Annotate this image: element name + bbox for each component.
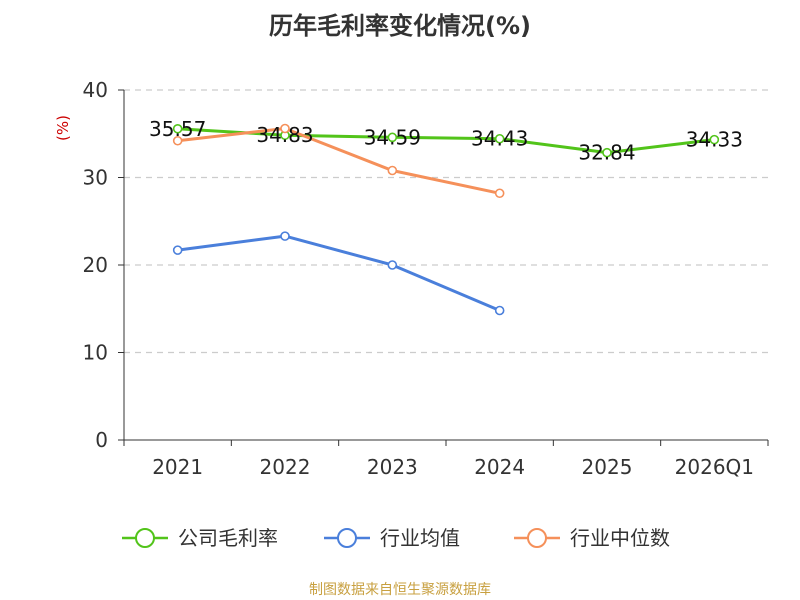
data-labels: 35.57 34.83 34.59 34.43 32.84 34.33: [149, 117, 743, 165]
data-label: 34.83: [256, 123, 313, 147]
legend-marker: [337, 528, 357, 548]
axes: [118, 89, 769, 446]
x-tick-labels: 2021 2022 2023 2024 2025 2026Q1: [152, 455, 754, 479]
y-tick-label: 10: [83, 341, 108, 365]
y-tick-label: 40: [83, 78, 108, 102]
x-tick-label: 2023: [367, 455, 418, 479]
y-tick-label: 0: [95, 428, 108, 452]
data-point: [387, 165, 398, 176]
data-point: [602, 147, 612, 158]
y-tick-labels: 0 10 20 30 40: [83, 78, 108, 452]
data-point: [494, 133, 505, 144]
legend: 公司毛利率 行业均值 行业中位数: [122, 526, 670, 550]
x-tick-label: 2021: [152, 455, 203, 479]
chart-title: 历年毛利率变化情况(%): [269, 12, 531, 40]
x-tick-label: 2026Q1: [675, 455, 754, 479]
source-note: 制图数据来自恒生聚源数据库: [309, 582, 491, 598]
data-point: [172, 135, 183, 146]
data-label: 34.33: [686, 128, 743, 152]
data-point: [494, 188, 505, 199]
legend-marker: [135, 528, 155, 548]
data-point: [280, 231, 290, 241]
data-point: [709, 134, 720, 145]
x-tick-label: 2022: [260, 455, 311, 479]
data-point: [172, 123, 183, 134]
data-label: 34.59: [364, 125, 421, 149]
data-point: [172, 245, 183, 255]
data-label: 34.43: [471, 127, 528, 151]
grid-lines: [124, 89, 768, 354]
series-line-0: [177, 127, 715, 155]
legend-label: 行业中位数: [570, 526, 670, 550]
data-point: [387, 260, 398, 270]
data-point: [280, 123, 290, 134]
data-point: [387, 132, 398, 143]
data-point: [494, 305, 505, 316]
y-tick-label: 30: [83, 166, 108, 190]
y-axis-unit: (%): [54, 115, 72, 141]
legend-label: 公司毛利率: [178, 526, 278, 550]
series-line-1: [177, 234, 501, 312]
series-group: [172, 123, 720, 316]
x-tick-label: 2024: [474, 455, 525, 479]
legend-label: 行业均值: [380, 526, 460, 550]
y-tick-label: 20: [83, 253, 108, 277]
x-tick-label: 2025: [582, 455, 633, 479]
legend-marker: [527, 528, 547, 548]
data-label: 35.57: [149, 117, 206, 141]
data-label: 32.84: [578, 141, 635, 165]
series-line-2: [177, 127, 501, 195]
